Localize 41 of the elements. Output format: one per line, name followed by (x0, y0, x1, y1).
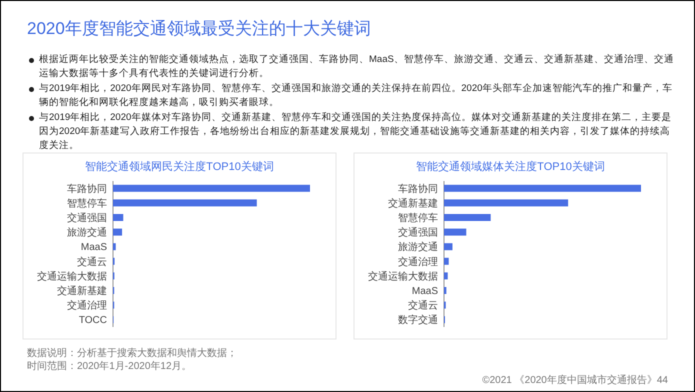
bar (444, 272, 448, 280)
text: ©2021 《2020年度中国城市交通报告》44 (482, 374, 668, 387)
bar (444, 214, 491, 221)
y-tick-label: 旅游交通 (67, 226, 107, 239)
y-tick-label: MaaS (412, 286, 438, 297)
y-tick-label: 旅游交通 (398, 241, 438, 254)
chart-title: 智能交通领域媒体关注度TOP10关键词 (416, 160, 605, 173)
text: 2020年度智能交通领域最受关注的十大关键词 (27, 18, 371, 40)
text: 数据说明：分析基于搜索大数据和舆情大数据； (27, 347, 237, 360)
y-tick-label: 数字交通 (398, 314, 438, 326)
y-tick-label: 交通强国 (398, 226, 438, 239)
y-tick-label: MaaS (80, 242, 108, 254)
text: 时间范围：2020年1月-2020年12月。 (27, 360, 193, 373)
y-tick-label: 交通强国 (67, 212, 107, 224)
bar (113, 199, 257, 206)
y-tick-label: 交通治理 (67, 300, 107, 312)
bar (444, 258, 449, 265)
bar (113, 228, 122, 236)
y-tick-label: 交通新基建 (388, 197, 438, 210)
y-tick-label: 交通新基建 (57, 285, 107, 297)
chart-title: 智能交通领域网民关注度TOP10关键词 (85, 160, 274, 173)
bar (444, 243, 452, 250)
y-tick-label: 智慧停车 (398, 212, 438, 224)
bar (113, 214, 124, 221)
y-tick-label: 交通运输大数据 (368, 270, 438, 282)
y-tick-label: 交通云 (408, 300, 438, 312)
bar (444, 184, 641, 192)
bar (113, 243, 116, 250)
y-tick-label: TOCC (78, 315, 107, 326)
text: 与2019年相比，2020年网民对车路协同、智慧停车、交通强国和旅游交通的关注保持在前四位。2020年头部车企加速智能汽车的推广和量产，车辆的智能化和网联化程度越来越高，吸引购买者眼球。 (27, 82, 679, 110)
bar (444, 228, 466, 236)
y-tick-label: 车路协同 (67, 182, 107, 195)
bar (444, 199, 568, 206)
text: 与2019年相比，2020年媒体对车路协同、交通新基建、智慧停车和交通强国的关注热度保持高位。媒体对交通新基建的关注度排在第二，主要是因为2020年新基建写入政府工作报告，各地纷纷出台相应的新基建发展规划，智能交通基础设施等交通新基建的相关内容，引发了媒体的持续高度关注。 (27, 111, 679, 153)
text: 根据近两年比较受关注的智能交通领域热点，选取了交通强国、车路协同、MaaS、智慧停车、旅游交通、交通云、交通新基建、交通治理、交通运输大数据等十多个具有代表性的关键词进行分析。 (27, 53, 679, 81)
y-tick-label: 交通治理 (398, 256, 438, 268)
y-tick-label: 交通运输大数据 (37, 270, 107, 282)
y-tick-label: 车路协同 (398, 182, 438, 195)
y-tick-label: 智慧停车 (67, 197, 107, 210)
y-tick-label: 交通云 (77, 256, 107, 268)
bar (113, 184, 310, 192)
